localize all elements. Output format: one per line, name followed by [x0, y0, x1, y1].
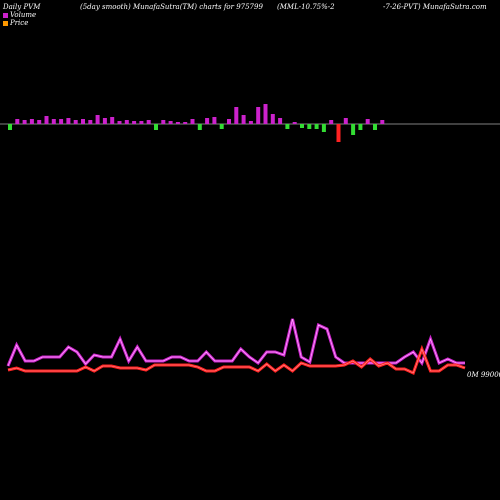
- volume-bar: [190, 119, 195, 124]
- volume-bar: [329, 120, 334, 124]
- volume-bar: [73, 120, 78, 124]
- volume-bar: [139, 121, 144, 124]
- volume-bar: [343, 118, 348, 124]
- volume-bar: [59, 119, 64, 124]
- volume-bar: [117, 121, 122, 124]
- volume-bar: [81, 119, 85, 124]
- volume-bar: [37, 120, 42, 124]
- volume-bar: [44, 116, 49, 124]
- volume-bar: [380, 120, 385, 124]
- volume-bar: [29, 119, 34, 124]
- volume-bar: [314, 124, 319, 129]
- volume-bar: [124, 120, 129, 124]
- volume-bar: [263, 104, 268, 124]
- volume-bar: [51, 119, 56, 124]
- price-label: 0M 99000.00: [467, 371, 500, 379]
- volume-bar: [358, 124, 363, 130]
- volume-bar: [154, 124, 158, 130]
- volume-bar: [307, 124, 312, 129]
- legend-swatch-volume: [3, 12, 8, 18]
- volume-bar: [205, 118, 210, 124]
- volume-bar: [132, 121, 137, 124]
- volume-bar: [183, 122, 188, 124]
- volume-bar: [212, 117, 217, 124]
- volume-bar: [161, 120, 166, 124]
- volume-bar: [351, 124, 356, 135]
- volume-bar: [241, 115, 246, 124]
- volume-bar: [8, 124, 12, 130]
- volume-bar: [285, 124, 290, 129]
- volume-bar: [95, 115, 100, 124]
- volume-bar: [146, 120, 151, 124]
- volume-bar: [219, 124, 224, 129]
- chart-title-main: (5day smooth) MunafaSutra(TM) charts for…: [80, 3, 263, 11]
- volume-line-highlight: [7, 318, 465, 367]
- volume-bar: [300, 124, 304, 128]
- volume-bar: [234, 107, 239, 124]
- legend-label-volume: Volume: [10, 11, 37, 19]
- volume-bar: [197, 124, 202, 130]
- volume-bar: [256, 107, 261, 124]
- legend-label-price: Price: [10, 19, 29, 27]
- volume-bar: [15, 119, 20, 124]
- volume-bar: [168, 121, 173, 124]
- volume-bar: [373, 124, 377, 130]
- volume-bar: [227, 119, 231, 124]
- volume-bar: [66, 118, 71, 124]
- volume-line: [6, 318, 465, 367]
- volume-bar: [102, 118, 107, 124]
- volume-bar: [365, 119, 370, 124]
- volume-bar: [22, 120, 27, 124]
- chart-title-symbol: (MML-10.75%-2: [277, 3, 335, 11]
- legend-item-price: Price: [3, 19, 36, 27]
- legend-item-volume: Volume: [3, 11, 36, 19]
- chart-title-left: Daily PVM: [3, 3, 41, 11]
- volume-bar: [292, 122, 297, 124]
- legend-swatch-price: [3, 20, 8, 26]
- volume-bar: [270, 114, 275, 124]
- volume-bar: [175, 122, 180, 124]
- volume-bar: [248, 121, 253, 124]
- volume-bar: [278, 118, 283, 124]
- volume-bar: [336, 124, 341, 142]
- volume-bar: [88, 120, 93, 124]
- legend: Volume Price: [3, 11, 36, 27]
- price-line-highlight: [7, 348, 466, 374]
- volume-bar: [321, 124, 326, 132]
- chart-title-site: -7-26-PVT) MunafaSutra.com: [383, 3, 487, 11]
- volume-bar: [110, 117, 115, 124]
